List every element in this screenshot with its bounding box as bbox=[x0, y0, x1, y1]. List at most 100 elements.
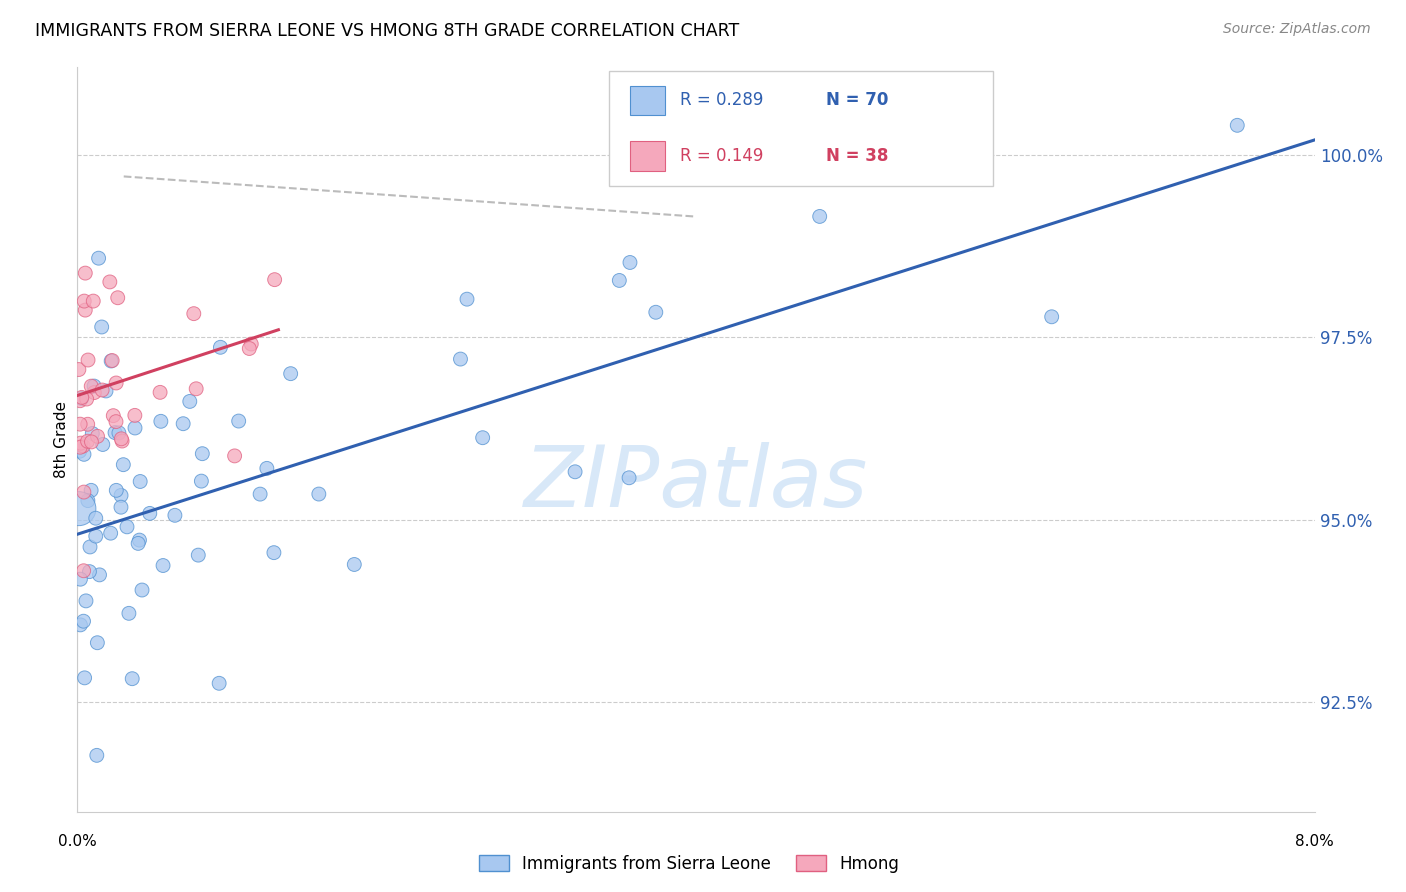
Point bbox=[73, 671, 96, 685]
Point bbox=[76, 392, 98, 406]
Point bbox=[228, 414, 250, 428]
Point bbox=[76, 417, 98, 432]
Point bbox=[84, 511, 107, 525]
Point bbox=[308, 487, 330, 501]
Point bbox=[73, 485, 96, 500]
Point bbox=[149, 414, 172, 428]
Point bbox=[72, 439, 94, 453]
FancyBboxPatch shape bbox=[630, 142, 665, 171]
Point bbox=[280, 367, 302, 381]
Point bbox=[75, 594, 97, 608]
Point bbox=[83, 379, 105, 393]
Point bbox=[98, 275, 121, 289]
Point bbox=[91, 437, 114, 451]
Point bbox=[69, 393, 91, 408]
Point bbox=[1040, 310, 1063, 324]
Point bbox=[263, 546, 285, 560]
Point bbox=[107, 291, 129, 305]
Point bbox=[131, 582, 153, 597]
Text: IMMIGRANTS FROM SIERRA LEONE VS HMONG 8TH GRADE CORRELATION CHART: IMMIGRANTS FROM SIERRA LEONE VS HMONG 8T… bbox=[35, 22, 740, 40]
Point bbox=[69, 572, 91, 586]
Point bbox=[80, 379, 103, 393]
Point bbox=[172, 417, 194, 431]
Point bbox=[129, 475, 152, 489]
Point bbox=[82, 426, 104, 441]
Point bbox=[471, 431, 494, 445]
Point bbox=[100, 526, 122, 541]
Point bbox=[89, 567, 111, 582]
Point bbox=[619, 255, 641, 269]
Point bbox=[343, 558, 366, 572]
Point bbox=[128, 533, 150, 548]
Point bbox=[186, 382, 208, 396]
FancyBboxPatch shape bbox=[609, 70, 993, 186]
Point bbox=[91, 383, 114, 397]
Point bbox=[139, 507, 162, 521]
Point bbox=[69, 618, 91, 632]
Point bbox=[83, 385, 105, 400]
Point bbox=[67, 362, 90, 376]
Y-axis label: 8th Grade: 8th Grade bbox=[53, 401, 69, 478]
Point bbox=[70, 391, 93, 405]
Legend: Immigrants from Sierra Leone, Hmong: Immigrants from Sierra Leone, Hmong bbox=[472, 848, 905, 880]
Point bbox=[70, 392, 93, 406]
Point bbox=[103, 409, 125, 423]
Point bbox=[191, 447, 214, 461]
Text: N = 38: N = 38 bbox=[825, 147, 889, 165]
Point bbox=[110, 500, 132, 515]
Point bbox=[105, 483, 128, 498]
Point bbox=[73, 564, 96, 578]
Point bbox=[86, 429, 108, 443]
Point bbox=[124, 409, 146, 423]
Point bbox=[86, 748, 108, 763]
Point bbox=[224, 449, 246, 463]
Point bbox=[240, 337, 263, 351]
Point bbox=[124, 421, 146, 435]
Point bbox=[75, 303, 97, 318]
Point bbox=[179, 394, 201, 409]
Point bbox=[127, 536, 149, 550]
Point bbox=[80, 434, 103, 449]
Point bbox=[104, 425, 127, 440]
Point bbox=[75, 266, 97, 280]
Point bbox=[808, 210, 831, 224]
Point bbox=[263, 273, 285, 287]
Point bbox=[456, 292, 478, 306]
Text: R = 0.149: R = 0.149 bbox=[681, 147, 763, 165]
Point bbox=[1226, 118, 1249, 132]
Point bbox=[86, 636, 108, 650]
Point bbox=[76, 434, 98, 449]
Point bbox=[82, 294, 104, 309]
Text: 0.0%: 0.0% bbox=[58, 834, 97, 848]
Point bbox=[870, 123, 893, 137]
Point bbox=[238, 342, 260, 356]
Point bbox=[190, 474, 212, 488]
Point bbox=[564, 465, 586, 479]
Point bbox=[79, 540, 101, 554]
Point bbox=[73, 294, 96, 309]
Text: Source: ZipAtlas.com: Source: ZipAtlas.com bbox=[1223, 22, 1371, 37]
Point bbox=[77, 353, 100, 368]
Point bbox=[115, 520, 138, 534]
Point bbox=[69, 440, 91, 454]
Point bbox=[187, 548, 209, 562]
Point bbox=[111, 434, 134, 448]
Point bbox=[69, 444, 91, 458]
Point bbox=[87, 251, 110, 265]
Point bbox=[105, 376, 128, 390]
Point bbox=[79, 565, 101, 579]
Point bbox=[110, 488, 132, 502]
Point bbox=[84, 529, 107, 543]
Text: N = 70: N = 70 bbox=[825, 91, 889, 110]
Point bbox=[67, 501, 90, 516]
Point bbox=[256, 461, 278, 475]
Point bbox=[69, 417, 91, 432]
Point bbox=[149, 385, 172, 400]
Point bbox=[644, 305, 666, 319]
Point bbox=[80, 483, 103, 498]
FancyBboxPatch shape bbox=[630, 86, 665, 115]
Point bbox=[94, 384, 117, 398]
Point bbox=[183, 307, 205, 321]
Point bbox=[69, 436, 91, 450]
Point bbox=[108, 425, 131, 440]
